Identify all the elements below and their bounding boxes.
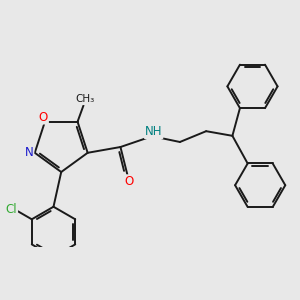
Text: Cl: Cl [5, 203, 17, 216]
Text: CH₃: CH₃ [75, 94, 94, 104]
Text: O: O [39, 111, 48, 124]
Text: O: O [125, 175, 134, 188]
Text: NH: NH [145, 125, 162, 138]
Text: N: N [25, 146, 33, 158]
